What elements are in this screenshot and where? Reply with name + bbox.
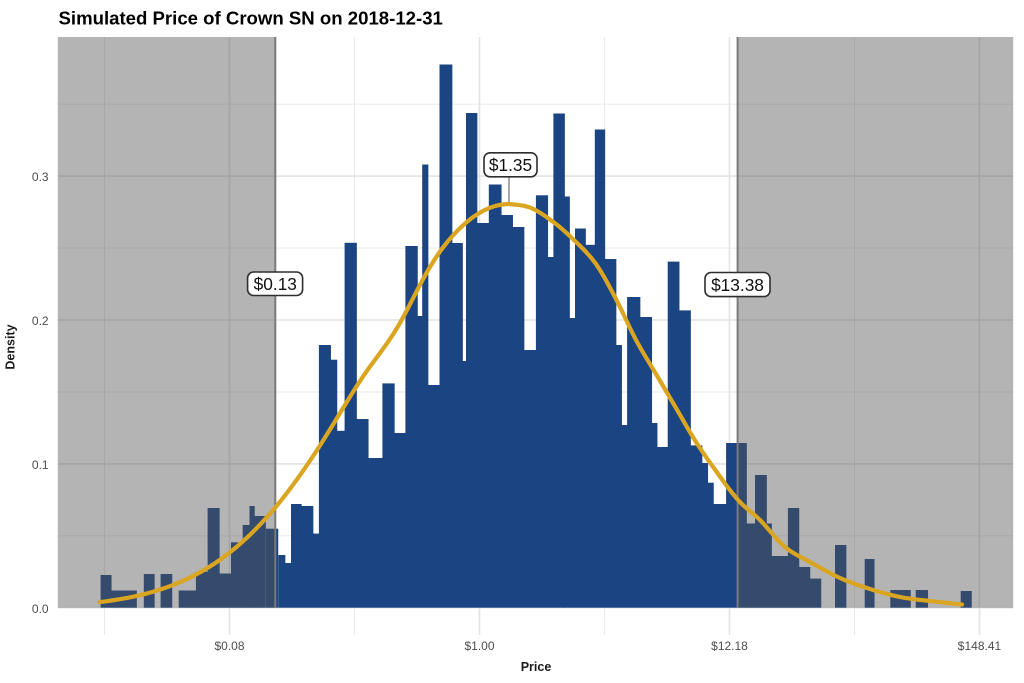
svg-text:$12.18: $12.18	[711, 639, 748, 653]
svg-text:Density: Density	[4, 324, 18, 369]
svg-text:$148.41: $148.41	[958, 639, 1002, 653]
svg-text:Simulated Price of Crown SN on: Simulated Price of Crown SN on 2018-12-3…	[59, 8, 443, 29]
svg-text:$1.00: $1.00	[464, 639, 494, 653]
svg-text:$13.38: $13.38	[711, 275, 764, 295]
svg-text:$0.08: $0.08	[214, 639, 244, 653]
svg-text:0.0: 0.0	[32, 602, 49, 616]
svg-text:0.1: 0.1	[32, 458, 49, 472]
svg-text:0.3: 0.3	[32, 170, 49, 184]
svg-text:0.2: 0.2	[32, 314, 49, 328]
svg-text:$0.13: $0.13	[254, 274, 297, 294]
svg-text:$1.35: $1.35	[489, 155, 532, 175]
svg-text:Price: Price	[521, 660, 552, 674]
